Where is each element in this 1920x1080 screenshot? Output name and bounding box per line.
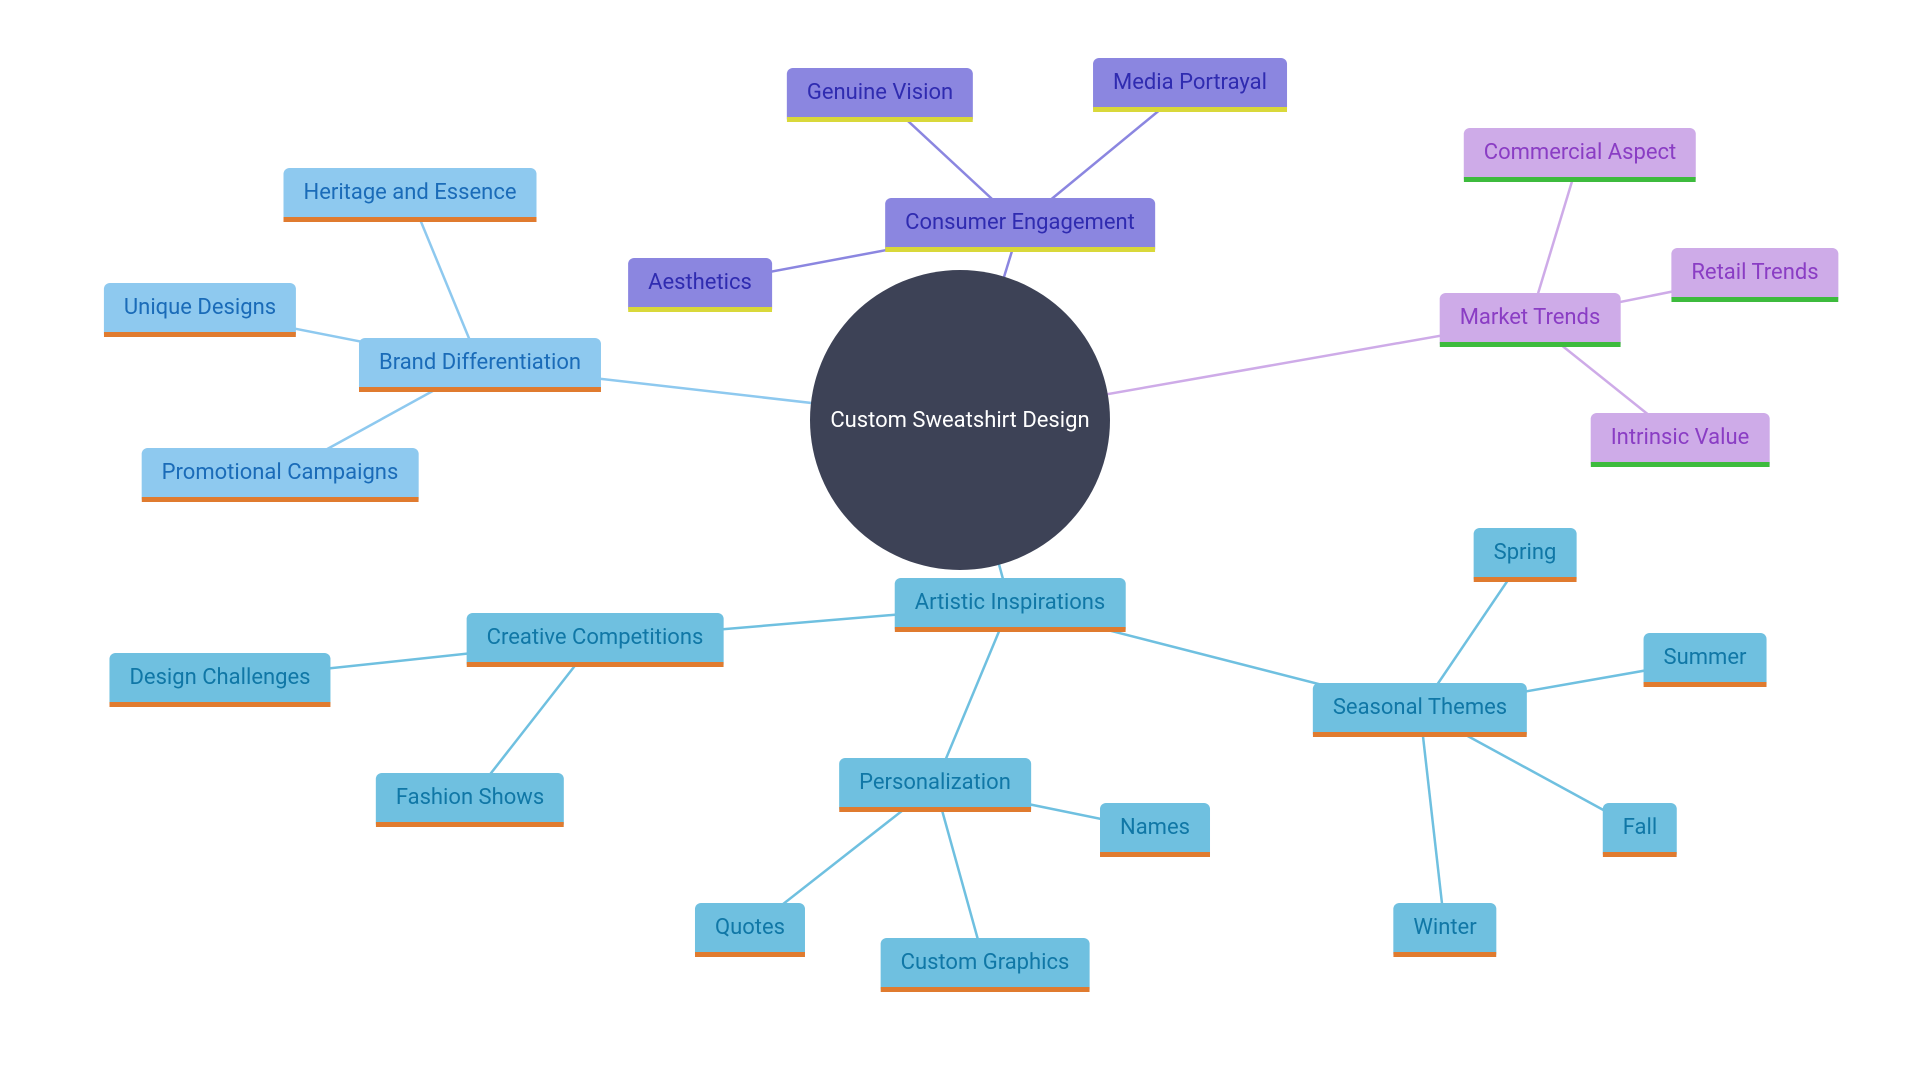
- mindmap-node: Media Portrayal: [1093, 58, 1287, 112]
- mindmap-node: Aesthetics: [628, 258, 772, 312]
- mindmap-node: Unique Designs: [104, 283, 296, 337]
- center-node: Custom Sweatshirt Design: [810, 270, 1110, 570]
- mindmap-node: Creative Competitions: [467, 613, 724, 667]
- mindmap-node: Genuine Vision: [787, 68, 973, 122]
- mindmap-node: Fashion Shows: [376, 773, 564, 827]
- mindmap-node: Quotes: [695, 903, 805, 957]
- mindmap-node: Names: [1100, 803, 1210, 857]
- mindmap-node: Brand Differentiation: [359, 338, 601, 392]
- mindmap-node: Heritage and Essence: [284, 168, 537, 222]
- mindmap-node: Promotional Campaigns: [142, 448, 419, 502]
- mindmap-node: Retail Trends: [1671, 248, 1838, 302]
- mindmap-node: Consumer Engagement: [885, 198, 1155, 252]
- mindmap-node: Personalization: [839, 758, 1031, 812]
- mindmap-node: Intrinsic Value: [1591, 413, 1770, 467]
- mindmap-node: Design Challenges: [109, 653, 330, 707]
- mindmap-node: Winter: [1393, 903, 1496, 957]
- mindmap-node: Custom Graphics: [881, 938, 1090, 992]
- edge: [1420, 710, 1445, 930]
- mindmap-node: Commercial Aspect: [1464, 128, 1696, 182]
- mindmap-node: Fall: [1603, 803, 1677, 857]
- mindmap-node: Summer: [1644, 633, 1767, 687]
- mindmap-node: Artistic Inspirations: [895, 578, 1126, 632]
- mindmap-node: Seasonal Themes: [1313, 683, 1527, 737]
- mindmap-node: Market Trends: [1440, 293, 1621, 347]
- mindmap-node: Spring: [1474, 528, 1577, 582]
